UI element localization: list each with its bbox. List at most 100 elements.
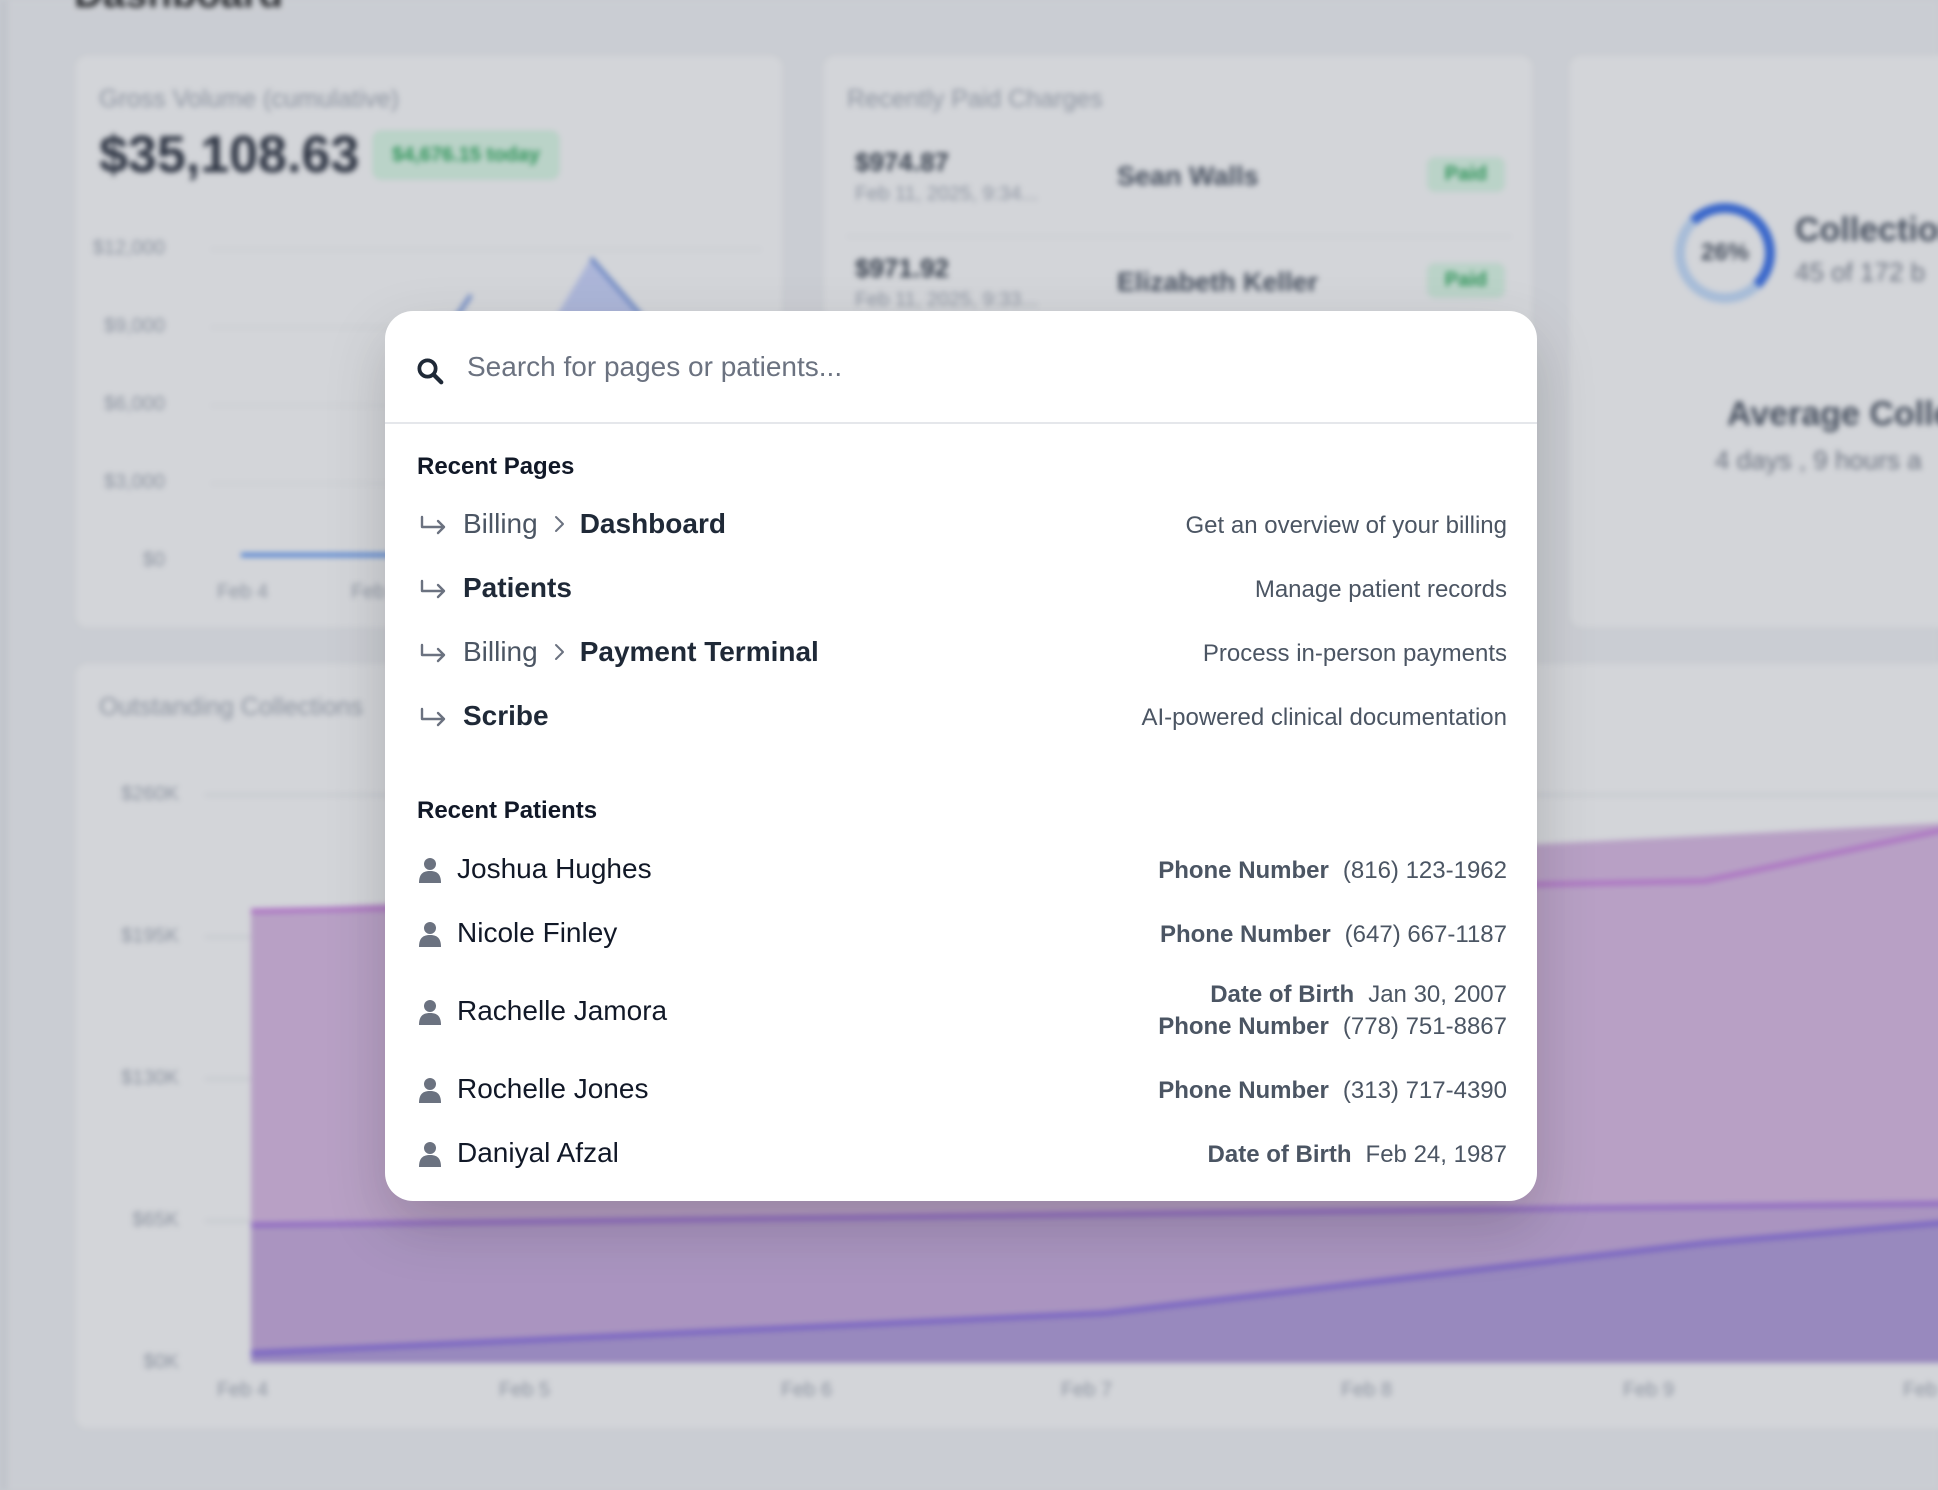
recent-page-item[interactable]: Billing Dashboard Get an overview of you… bbox=[417, 502, 1507, 554]
person-icon bbox=[419, 922, 441, 947]
charge-name: Sean Walls bbox=[1117, 161, 1259, 191]
chevron-right-icon bbox=[554, 644, 564, 660]
x-tick: Feb 8 bbox=[1341, 1379, 1393, 1401]
person-icon bbox=[419, 858, 441, 883]
collections-card: 26% Collections 45 of 172 b Average Coll… bbox=[1568, 54, 1938, 629]
status-badge: Paid bbox=[1426, 263, 1505, 298]
patient-name: Rochelle Jones bbox=[457, 1073, 649, 1104]
recent-page-item[interactable]: Scribe AI-powered clinical documentation bbox=[417, 694, 1507, 746]
y-tick: $260K bbox=[121, 783, 179, 805]
meta-label: Phone Number bbox=[1158, 1077, 1329, 1104]
x-tick: Feb 4 bbox=[217, 581, 269, 603]
patient-item[interactable]: Joshua Hughes Phone Number (816) 123-1962 bbox=[417, 845, 1507, 897]
average-collection-value: 4 days , 9 hours a bbox=[1715, 445, 1922, 475]
gross-volume-today-badge: $4,676.15 today bbox=[373, 131, 559, 179]
breadcrumb: Scribe bbox=[463, 700, 549, 732]
page-name: Dashboard bbox=[579, 508, 726, 539]
arrow-right-icon bbox=[420, 579, 446, 599]
collections-subtitle: 45 of 172 b bbox=[1795, 257, 1926, 287]
search-input[interactable] bbox=[467, 339, 1507, 395]
meta-value: (816) 123-1962 bbox=[1342, 857, 1507, 884]
patient-details: Phone Number (816) 123-1962 bbox=[1158, 855, 1507, 887]
patient-details: Phone Number (647) 667-1187 bbox=[1160, 919, 1507, 951]
patient-item[interactable]: Daniyal Afzal Date of Birth Feb 24, 1987 bbox=[417, 1129, 1507, 1181]
patient-item[interactable]: Rachelle Jamora Date of Birth Jan 30, 200… bbox=[417, 973, 1507, 1053]
charge-amount: $974.87 bbox=[855, 147, 949, 177]
collections-ring: 26% bbox=[1675, 203, 1775, 303]
recent-charges-title: Recently Paid Charges bbox=[847, 85, 1103, 113]
x-tick: Feb 4 bbox=[217, 1379, 269, 1401]
y-tick: $3,000 bbox=[103, 471, 165, 493]
patient-name: Joshua Hughes bbox=[457, 853, 652, 884]
y-tick: $0 bbox=[142, 549, 165, 571]
person-icon bbox=[419, 1078, 441, 1103]
meta-label: Date of Birth bbox=[1207, 1141, 1352, 1168]
y-tick: $65K bbox=[132, 1209, 179, 1231]
breadcrumb: Billing Dashboard bbox=[463, 508, 726, 540]
patient-details: Date of Birth Feb 24, 1987 bbox=[1208, 1139, 1507, 1171]
recent-pages-label: Recent Pages bbox=[417, 453, 575, 480]
patient-name: Rachelle Jamora bbox=[457, 995, 668, 1026]
arrow-right-icon bbox=[420, 643, 446, 663]
meta-value: Jan 30, 2007 bbox=[1368, 981, 1507, 1008]
patient-item[interactable]: Rochelle Jones Phone Number (313) 717-439… bbox=[417, 1065, 1507, 1117]
command-palette: Recent Pages Billing Dashboard Get an ov… bbox=[385, 311, 1537, 1201]
x-tick: Feb 5 bbox=[499, 1379, 551, 1401]
x-tick: Feb 9 bbox=[1623, 1379, 1675, 1401]
x-tick: Feb 6 bbox=[781, 1379, 833, 1401]
person-icon bbox=[419, 1000, 441, 1025]
breadcrumb: Patients bbox=[463, 572, 572, 604]
chevron-right-icon bbox=[554, 516, 564, 532]
arrow-right-icon bbox=[420, 707, 446, 727]
status-badge: Paid bbox=[1426, 157, 1505, 192]
x-tick: Feb 7 bbox=[1061, 1379, 1113, 1401]
page-name: Scribe bbox=[463, 700, 549, 731]
collections-title: Collections bbox=[1795, 211, 1938, 249]
gross-volume-line bbox=[241, 256, 643, 557]
page-description: Get an overview of your billing bbox=[1185, 512, 1508, 539]
page-description: Manage patient records bbox=[1254, 576, 1507, 603]
charge-date: Feb 11, 2025, 9:34... bbox=[855, 183, 1039, 205]
recent-page-item[interactable]: Patients Manage patient records bbox=[417, 566, 1507, 618]
average-collection-title: Average Colle bbox=[1727, 395, 1938, 433]
meta-value: (313) 717-4390 bbox=[1342, 1077, 1507, 1104]
y-tick: $130K bbox=[121, 1067, 179, 1089]
meta-value: (778) 751-8867 bbox=[1342, 1013, 1507, 1040]
page-description: Process in-person payments bbox=[1202, 640, 1507, 667]
meta-label: Date of Birth bbox=[1210, 981, 1355, 1008]
search-icon bbox=[417, 358, 444, 385]
charge-amount: $971.92 bbox=[855, 253, 949, 283]
x-tick: Feb 10 bbox=[1903, 1379, 1938, 1401]
recent-page-item[interactable]: Billing Payment Terminal Process in-pers… bbox=[417, 630, 1507, 682]
meta-label: Phone Number bbox=[1158, 1013, 1329, 1040]
charge-row: $971.92 Feb 11, 2025, 9:33... Elizabeth … bbox=[847, 239, 1511, 343]
gross-volume-value: $35,108.63 bbox=[99, 126, 360, 184]
patient-item[interactable]: Nicole Finley Phone Number (647) 667-1187 bbox=[417, 909, 1507, 961]
meta-value: (647) 667-1187 bbox=[1344, 921, 1507, 948]
page-name: Payment Terminal bbox=[579, 636, 819, 667]
recent-patients-label: Recent Patients bbox=[417, 797, 598, 824]
patient-name: Nicole Finley bbox=[457, 917, 618, 948]
page-name: Patients bbox=[463, 572, 572, 603]
charge-row: $974.87 Feb 11, 2025, 9:34... Sean Walls… bbox=[847, 133, 1511, 237]
charge-name: Elizabeth Keller bbox=[1117, 267, 1319, 297]
page-description: AI-powered clinical documentation bbox=[1141, 704, 1507, 731]
page-title: Dashboard bbox=[74, 0, 283, 17]
y-tick: $9,000 bbox=[103, 315, 165, 337]
patient-details: Date of Birth Jan 30, 2007 Phone Number (7… bbox=[1158, 979, 1507, 1043]
y-tick: $0K bbox=[143, 1351, 179, 1373]
gross-volume-title: Gross Volume (cumulative) bbox=[99, 85, 400, 113]
person-icon bbox=[419, 1142, 441, 1167]
meta-label: Phone Number bbox=[1159, 921, 1331, 948]
meta-value: Feb 24, 1987 bbox=[1365, 1141, 1507, 1168]
y-tick: $6,000 bbox=[103, 393, 165, 415]
y-tick: $195K bbox=[121, 925, 179, 947]
patient-details: Phone Number (313) 717-4390 bbox=[1158, 1075, 1507, 1107]
arrow-right-icon bbox=[420, 515, 446, 535]
breadcrumb-parent: Billing bbox=[463, 636, 538, 667]
outstanding-title: Outstanding Collections bbox=[99, 693, 364, 721]
charge-date: Feb 11, 2025, 9:33... bbox=[855, 289, 1039, 311]
grid-line bbox=[211, 249, 761, 250]
breadcrumb-parent: Billing bbox=[463, 508, 538, 539]
breadcrumb: Billing Payment Terminal bbox=[463, 636, 819, 668]
